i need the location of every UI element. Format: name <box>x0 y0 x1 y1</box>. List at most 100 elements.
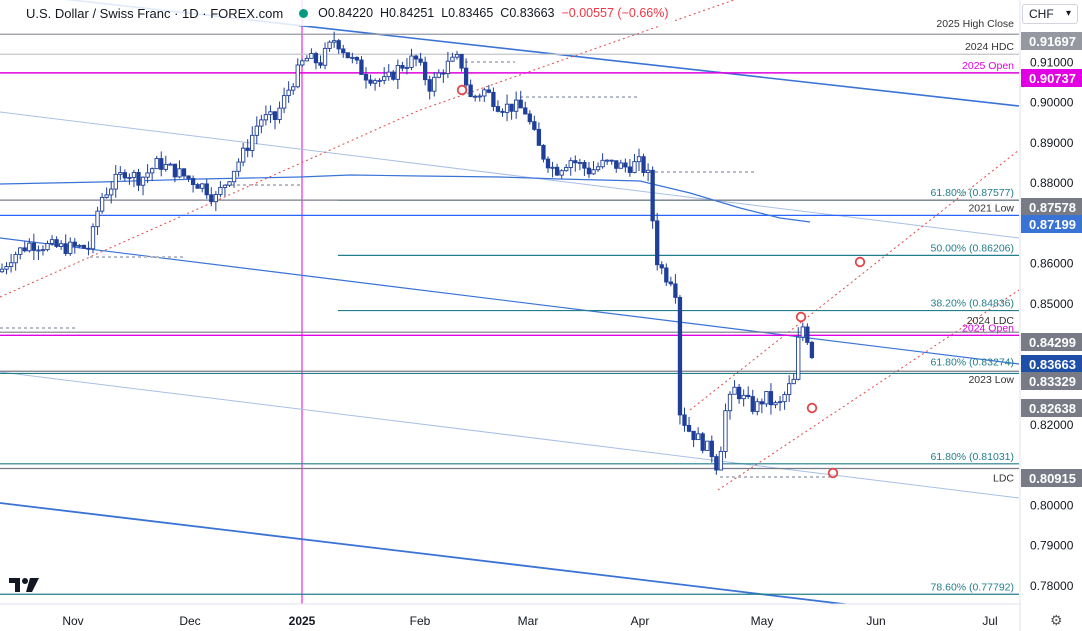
candle-up <box>645 169 651 173</box>
y-tick-label: 0.85000 <box>1030 297 1074 311</box>
candle-down <box>586 167 592 175</box>
candle-down <box>545 158 551 169</box>
candle-down <box>686 424 692 432</box>
level-label: 2024 Open <box>962 322 1014 334</box>
candle-up <box>304 57 309 62</box>
price-tag <box>1021 198 1082 216</box>
candle-down <box>759 401 765 405</box>
channel-line <box>0 371 1019 499</box>
candle-up <box>473 95 478 98</box>
candle-up <box>350 56 355 59</box>
candle-up <box>605 159 610 162</box>
candle-up <box>773 402 778 406</box>
candle-up <box>309 53 314 59</box>
candle-down <box>491 91 496 108</box>
candle-up <box>791 378 796 385</box>
pitchfork-line <box>419 0 736 111</box>
x-tick-label: May <box>751 614 774 628</box>
candle-up <box>68 241 73 254</box>
candle-up <box>118 172 123 175</box>
ohlc-readout: O0.84220 H0.84251 L0.83465 C0.83663 −0.0… <box>318 6 668 20</box>
candle-up <box>372 80 378 84</box>
candle-down <box>72 241 77 247</box>
candle-down <box>668 281 674 285</box>
gear-icon[interactable]: ⚙ <box>1050 612 1063 628</box>
candle-up <box>36 249 41 252</box>
candle-up <box>454 53 460 58</box>
candle-up <box>727 393 733 412</box>
candle-up <box>782 394 787 403</box>
candle-down <box>809 341 815 359</box>
candle-up <box>577 162 583 164</box>
price-tag-label: 0.91697 <box>1029 34 1076 49</box>
candle-up <box>482 89 487 97</box>
candle-down <box>86 247 91 250</box>
chart-header: U.S. Dollar / Swiss Franc · 1D · FOREX.c… <box>0 0 675 26</box>
level-label: 2021 Low <box>968 202 1014 214</box>
level-label: 2023 Low <box>968 374 1014 386</box>
candle-up <box>27 242 32 252</box>
level-label: 61.80% (0.83274) <box>931 356 1014 368</box>
candle-up <box>382 76 387 81</box>
candle-down <box>400 65 405 69</box>
candle-down <box>682 414 687 426</box>
candles <box>0 31 815 475</box>
candle-up <box>168 163 173 166</box>
candle-up <box>377 79 382 82</box>
y-tick-label: 0.91000 <box>1030 55 1074 69</box>
candle-up <box>796 336 801 380</box>
candle-up <box>445 60 451 75</box>
candle-down <box>441 72 446 75</box>
candle-up <box>140 176 146 186</box>
candle-up <box>295 64 300 88</box>
candle-down <box>746 394 751 398</box>
candle-down <box>122 172 128 179</box>
candle-up <box>395 65 400 80</box>
level-label: LDC <box>993 472 1014 484</box>
candle-down <box>318 62 323 66</box>
plot-area <box>0 0 1019 604</box>
candle-up <box>49 239 55 244</box>
price-axis[interactable] <box>1020 0 1082 631</box>
candle-up <box>250 134 255 151</box>
candle-up <box>59 243 64 247</box>
candle-down <box>750 396 755 412</box>
price-tag-label: 0.87199 <box>1029 217 1076 232</box>
currency-selector[interactable]: CHF ▾ <box>1022 4 1078 24</box>
candle-up <box>564 167 569 172</box>
candle-down <box>336 40 341 50</box>
candle-down <box>209 194 214 203</box>
candle-up <box>286 89 291 97</box>
candle-down <box>354 56 360 61</box>
price-tag-label: 0.87578 <box>1029 200 1076 215</box>
candle-up <box>800 326 805 338</box>
candle-down <box>554 166 560 176</box>
candle-up <box>40 249 46 252</box>
pivot-marker-icon <box>795 311 807 323</box>
candle-up <box>13 253 18 264</box>
candle-up <box>77 244 82 247</box>
price-tag <box>1021 399 1082 417</box>
candle-up <box>386 71 391 78</box>
candle-down <box>518 99 523 109</box>
price-tag <box>1021 372 1082 390</box>
candle-down <box>768 391 774 406</box>
level-label: 38.20% (0.84836) <box>931 298 1014 310</box>
x-tick-label: Apr <box>631 614 650 628</box>
candle-up <box>514 99 519 112</box>
candle-down <box>413 55 419 60</box>
candle-up <box>18 247 23 255</box>
candle-up <box>477 95 482 98</box>
y-tick-label: 0.89000 <box>1030 136 1074 150</box>
candle-down <box>659 264 664 269</box>
candle-down <box>650 169 655 222</box>
tradingview-logo-icon <box>9 578 39 592</box>
candle-up <box>154 158 159 170</box>
candle-up <box>240 147 246 163</box>
candle-up <box>104 194 109 198</box>
candle-down <box>523 107 528 115</box>
candle-down <box>541 144 546 160</box>
price-tag-label: 0.83663 <box>1029 357 1076 372</box>
candle-down <box>345 52 350 59</box>
